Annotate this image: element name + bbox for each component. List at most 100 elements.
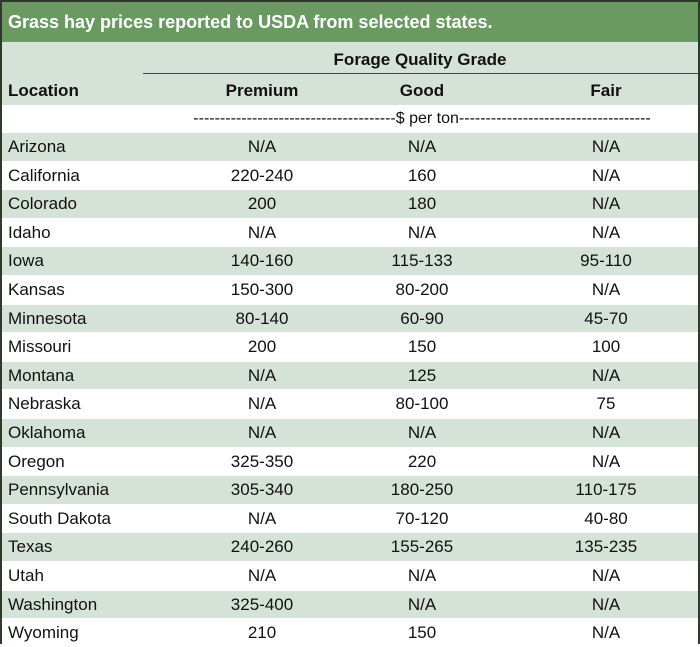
premium-cell: 220-240 [230,165,294,185]
column-header-premium: Premium [225,81,299,100]
good-cell: 220 [407,451,437,471]
location-cell: Washington [8,594,98,614]
fair-cell: N/A [591,222,621,242]
location-cell: Minnesota [8,308,87,328]
table-row: Wyoming 210 150 N/A [2,618,698,647]
forage-quality-grade-label: Forage Quality Grade [333,50,507,69]
fair-cell: 45-70 [584,308,628,328]
column-header-fair: Fair [590,81,622,100]
fair-cell: 100 [591,337,621,357]
good-cell: 60-90 [400,308,444,328]
table-row: California 220-240 160 N/A [2,160,698,190]
table-row: Montana N/A 125 N/A [2,360,698,390]
premium-cell: 140-160 [230,251,294,271]
premium-cell: 200 [247,194,277,214]
location-cell: Oregon [8,451,65,471]
premium-cell: N/A [247,222,277,242]
good-cell: 180 [407,194,437,214]
premium-cell: 305-340 [230,480,294,500]
location-cell: South Dakota [8,508,112,528]
good-cell: 70-120 [395,508,449,528]
premium-cell: 210 [247,623,277,643]
fair-cell: N/A [591,594,621,614]
premium-cell: 325-400 [230,594,294,614]
table-body: Arizona N/A N/A N/A California 220-240 160 N/A C… [2,132,698,647]
table-row: Minnesota 80-140 60-90 45-70 [2,303,698,333]
location-cell: Kansas [8,279,65,299]
premium-cell: 325-350 [230,451,294,471]
table-row: Texas 240-260 155-265 135-235 [2,532,698,561]
location-cell: Arizona [8,137,66,156]
fair-cell: N/A [591,422,621,442]
good-cell: 80-100 [395,394,449,414]
location-cell: Missouri [8,337,72,357]
fair-cell: 75 [596,394,616,414]
premium-cell: N/A [247,508,277,528]
fair-cell: 110-175 [575,480,637,500]
location-cell: California [8,165,80,185]
good-cell: 150 [407,337,437,357]
table-row: Idaho N/A N/A N/A [2,217,698,247]
table-row: Utah N/A N/A N/A [2,560,698,590]
table-row: Kansas 150-300 80-200 N/A [2,274,698,304]
premium-cell: N/A [247,394,277,414]
fair-cell: N/A [591,165,621,185]
fair-cell: N/A [591,279,621,299]
location-cell: Oklahoma [8,422,86,442]
table-row: Oklahoma N/A N/A N/A [2,417,698,447]
location-cell: Colorado [8,194,77,214]
good-cell: 180-250 [390,480,454,500]
location-cell: Idaho [8,222,51,242]
table-row: Washington 325-400 N/A N/A [2,589,698,619]
table-title: Grass hay prices reported to USDA from s… [2,2,698,42]
good-cell: N/A [407,137,437,156]
location-cell: Utah [8,565,44,585]
good-cell: N/A [407,222,437,242]
fair-cell: N/A [591,194,621,214]
table-row: Arizona N/A N/A N/A [2,132,698,161]
unit-label: --------------------------------------$ … [193,110,651,127]
column-header-good: Good [399,81,445,100]
header-divider-line [143,73,698,74]
table-row: Missouri 200 150 100 [2,332,698,361]
fair-cell: N/A [591,451,621,471]
fair-cell: N/A [591,565,621,585]
good-cell: N/A [407,422,437,442]
good-cell: 155-265 [390,537,454,557]
fair-cell: 95-110 [580,251,632,271]
fair-cell: 40-80 [584,508,628,528]
premium-cell: N/A [247,565,277,585]
table-row: Iowa 140-160 115-133 95-110 [2,246,698,275]
good-cell: 150 [407,623,437,643]
table-row: Pennsylvania 305-340 180-250 110-175 [2,475,698,504]
premium-cell: 150-300 [230,279,294,299]
fair-cell: N/A [591,365,621,385]
location-cell: Wyoming [8,623,79,643]
good-cell: N/A [407,594,437,614]
premium-cell: N/A [247,137,277,156]
location-cell: Montana [8,365,75,385]
premium-cell: N/A [247,422,277,442]
location-cell: Nebraska [8,394,81,414]
fair-cell: 135-235 [574,537,638,557]
table-row: Colorado 200 180 N/A [2,189,698,218]
good-cell: N/A [407,565,437,585]
location-cell: Texas [8,537,53,557]
premium-cell: 200 [247,337,277,357]
table-row: Oregon 325-350 220 N/A [2,446,698,476]
premium-cell: 240-260 [230,537,294,557]
premium-cell: N/A [247,365,277,385]
good-cell: 125 [407,365,437,385]
good-cell: 115-133 [391,251,453,271]
unit-row: --------------------------------------$ … [2,105,698,132]
table-row: Nebraska N/A 80-100 75 [2,389,698,418]
fair-cell: N/A [591,137,621,156]
good-cell: 160 [407,165,437,185]
fair-cell: N/A [591,623,621,643]
column-header-location: Location [8,81,79,100]
location-cell: Iowa [8,251,44,271]
location-cell: Pennsylvania [8,480,110,500]
premium-cell: 80-140 [235,308,289,328]
good-cell: 80-200 [395,279,449,299]
